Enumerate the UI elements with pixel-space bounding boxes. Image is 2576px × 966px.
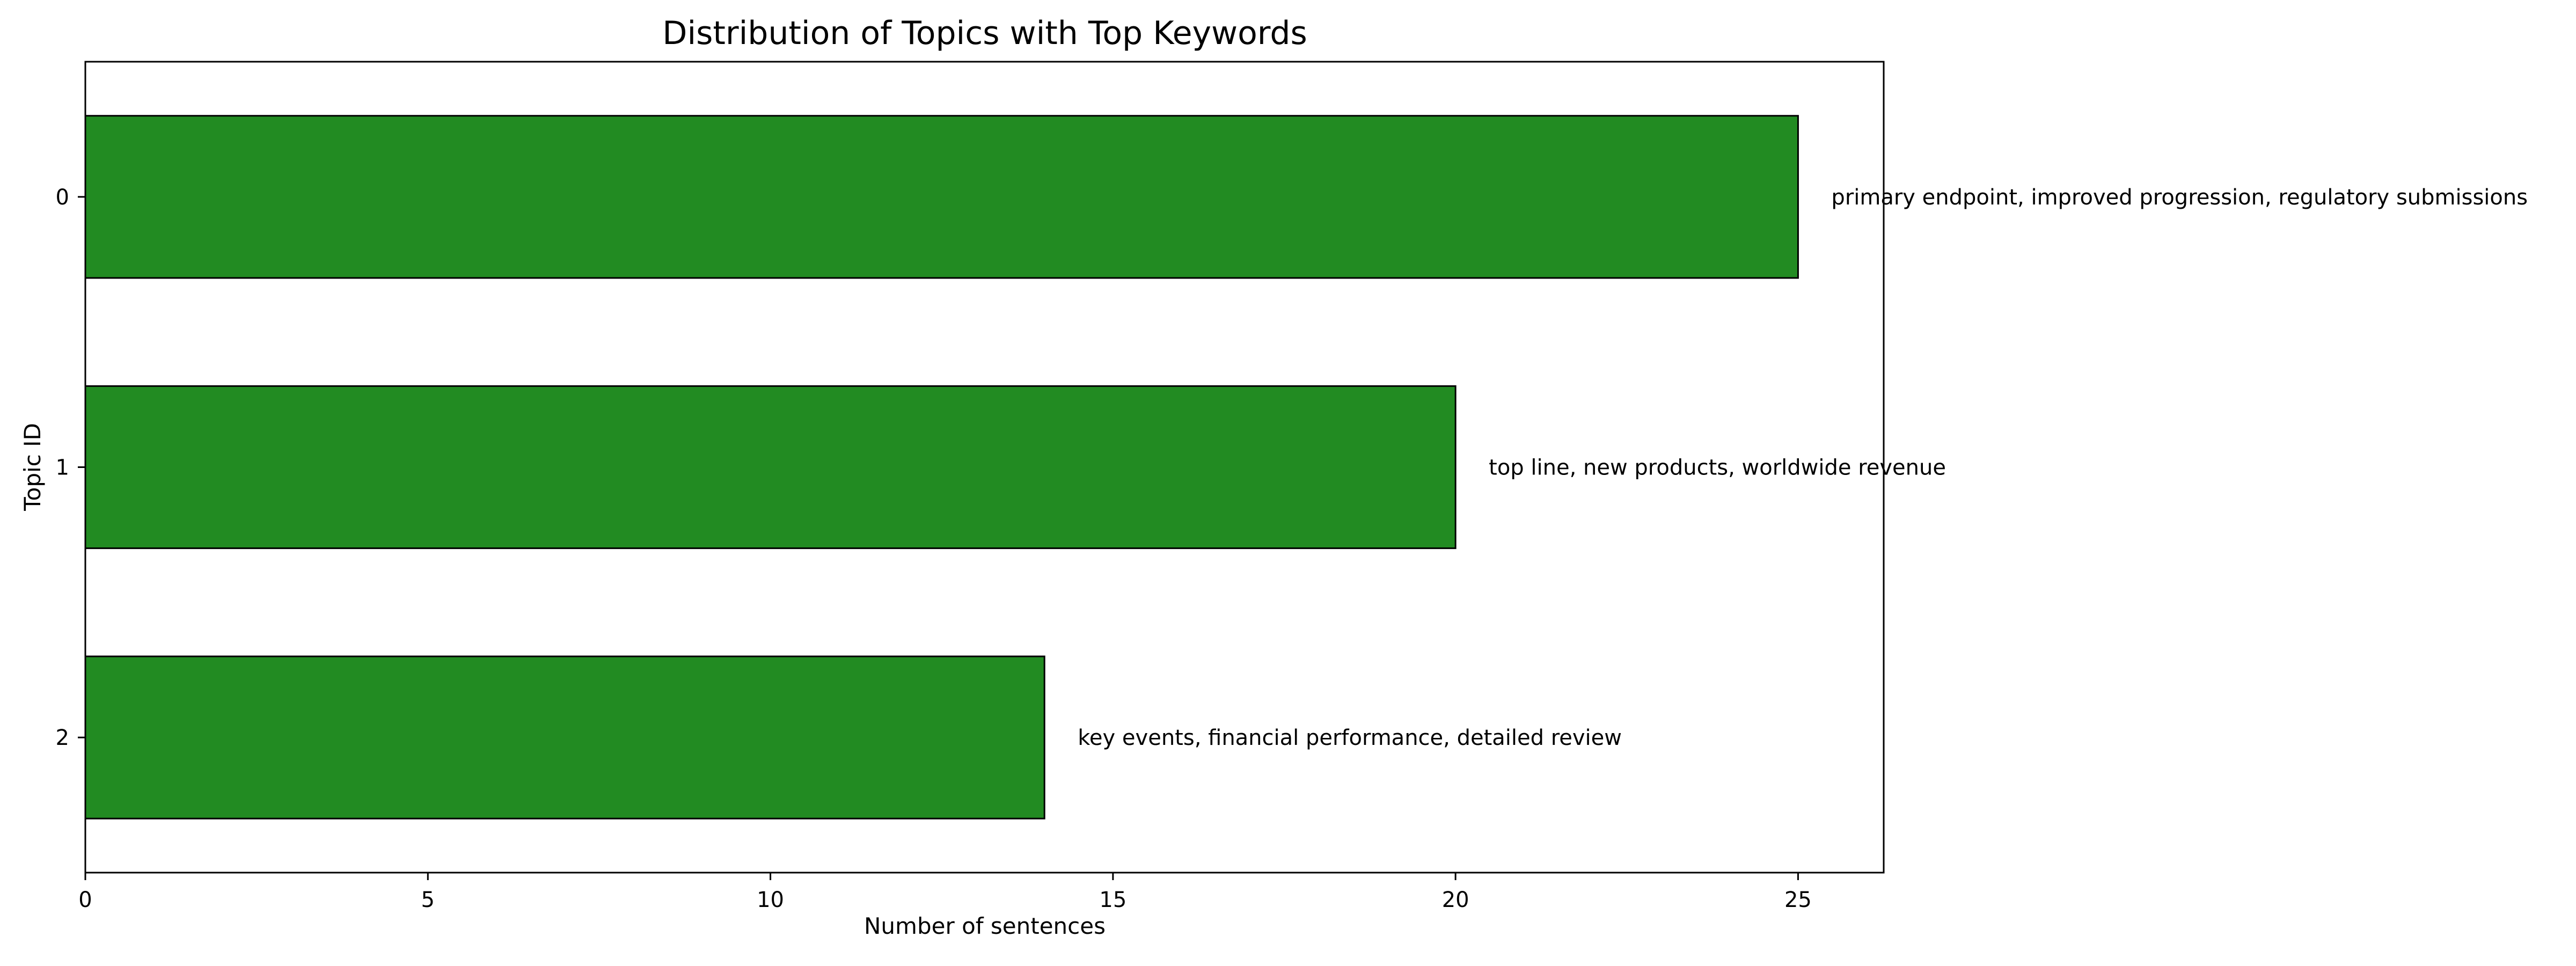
bar-topic-0	[84, 115, 1799, 279]
x-tick-label: 20	[1442, 888, 1469, 912]
x-tick-label: 15	[1099, 888, 1126, 912]
bar-topic-2	[84, 655, 1045, 819]
bars-layer	[84, 115, 1799, 819]
x-tick-label: 5	[421, 888, 435, 912]
bar-labels-layer: primary endpoint, improved progression, …	[1078, 185, 2528, 750]
y-tick-label: 0	[56, 185, 69, 210]
x-tick-label: 0	[78, 888, 92, 912]
x-tick-label: 25	[1784, 888, 1812, 912]
chart-title: Distribution of Topics with Top Keywords	[662, 14, 1307, 52]
y-tick-label: 1	[56, 456, 69, 480]
x-axis-label: Number of sentences	[864, 913, 1106, 939]
bar-keyword-label: primary endpoint, improved progression, …	[1831, 185, 2528, 210]
x-axis-ticks: 0 5 10 15 20 25	[78, 873, 1812, 912]
y-axis-ticks: 0 1 2	[56, 185, 85, 750]
y-axis-label: Topic ID	[19, 423, 46, 511]
x-tick-label: 10	[757, 888, 784, 912]
bar-keyword-label: top line, new products, worldwide revenu…	[1489, 456, 1946, 480]
y-tick-label: 2	[56, 726, 69, 750]
bar-keyword-label: key events, financial performance, detai…	[1078, 726, 1622, 750]
bar-topic-1	[84, 385, 1457, 550]
